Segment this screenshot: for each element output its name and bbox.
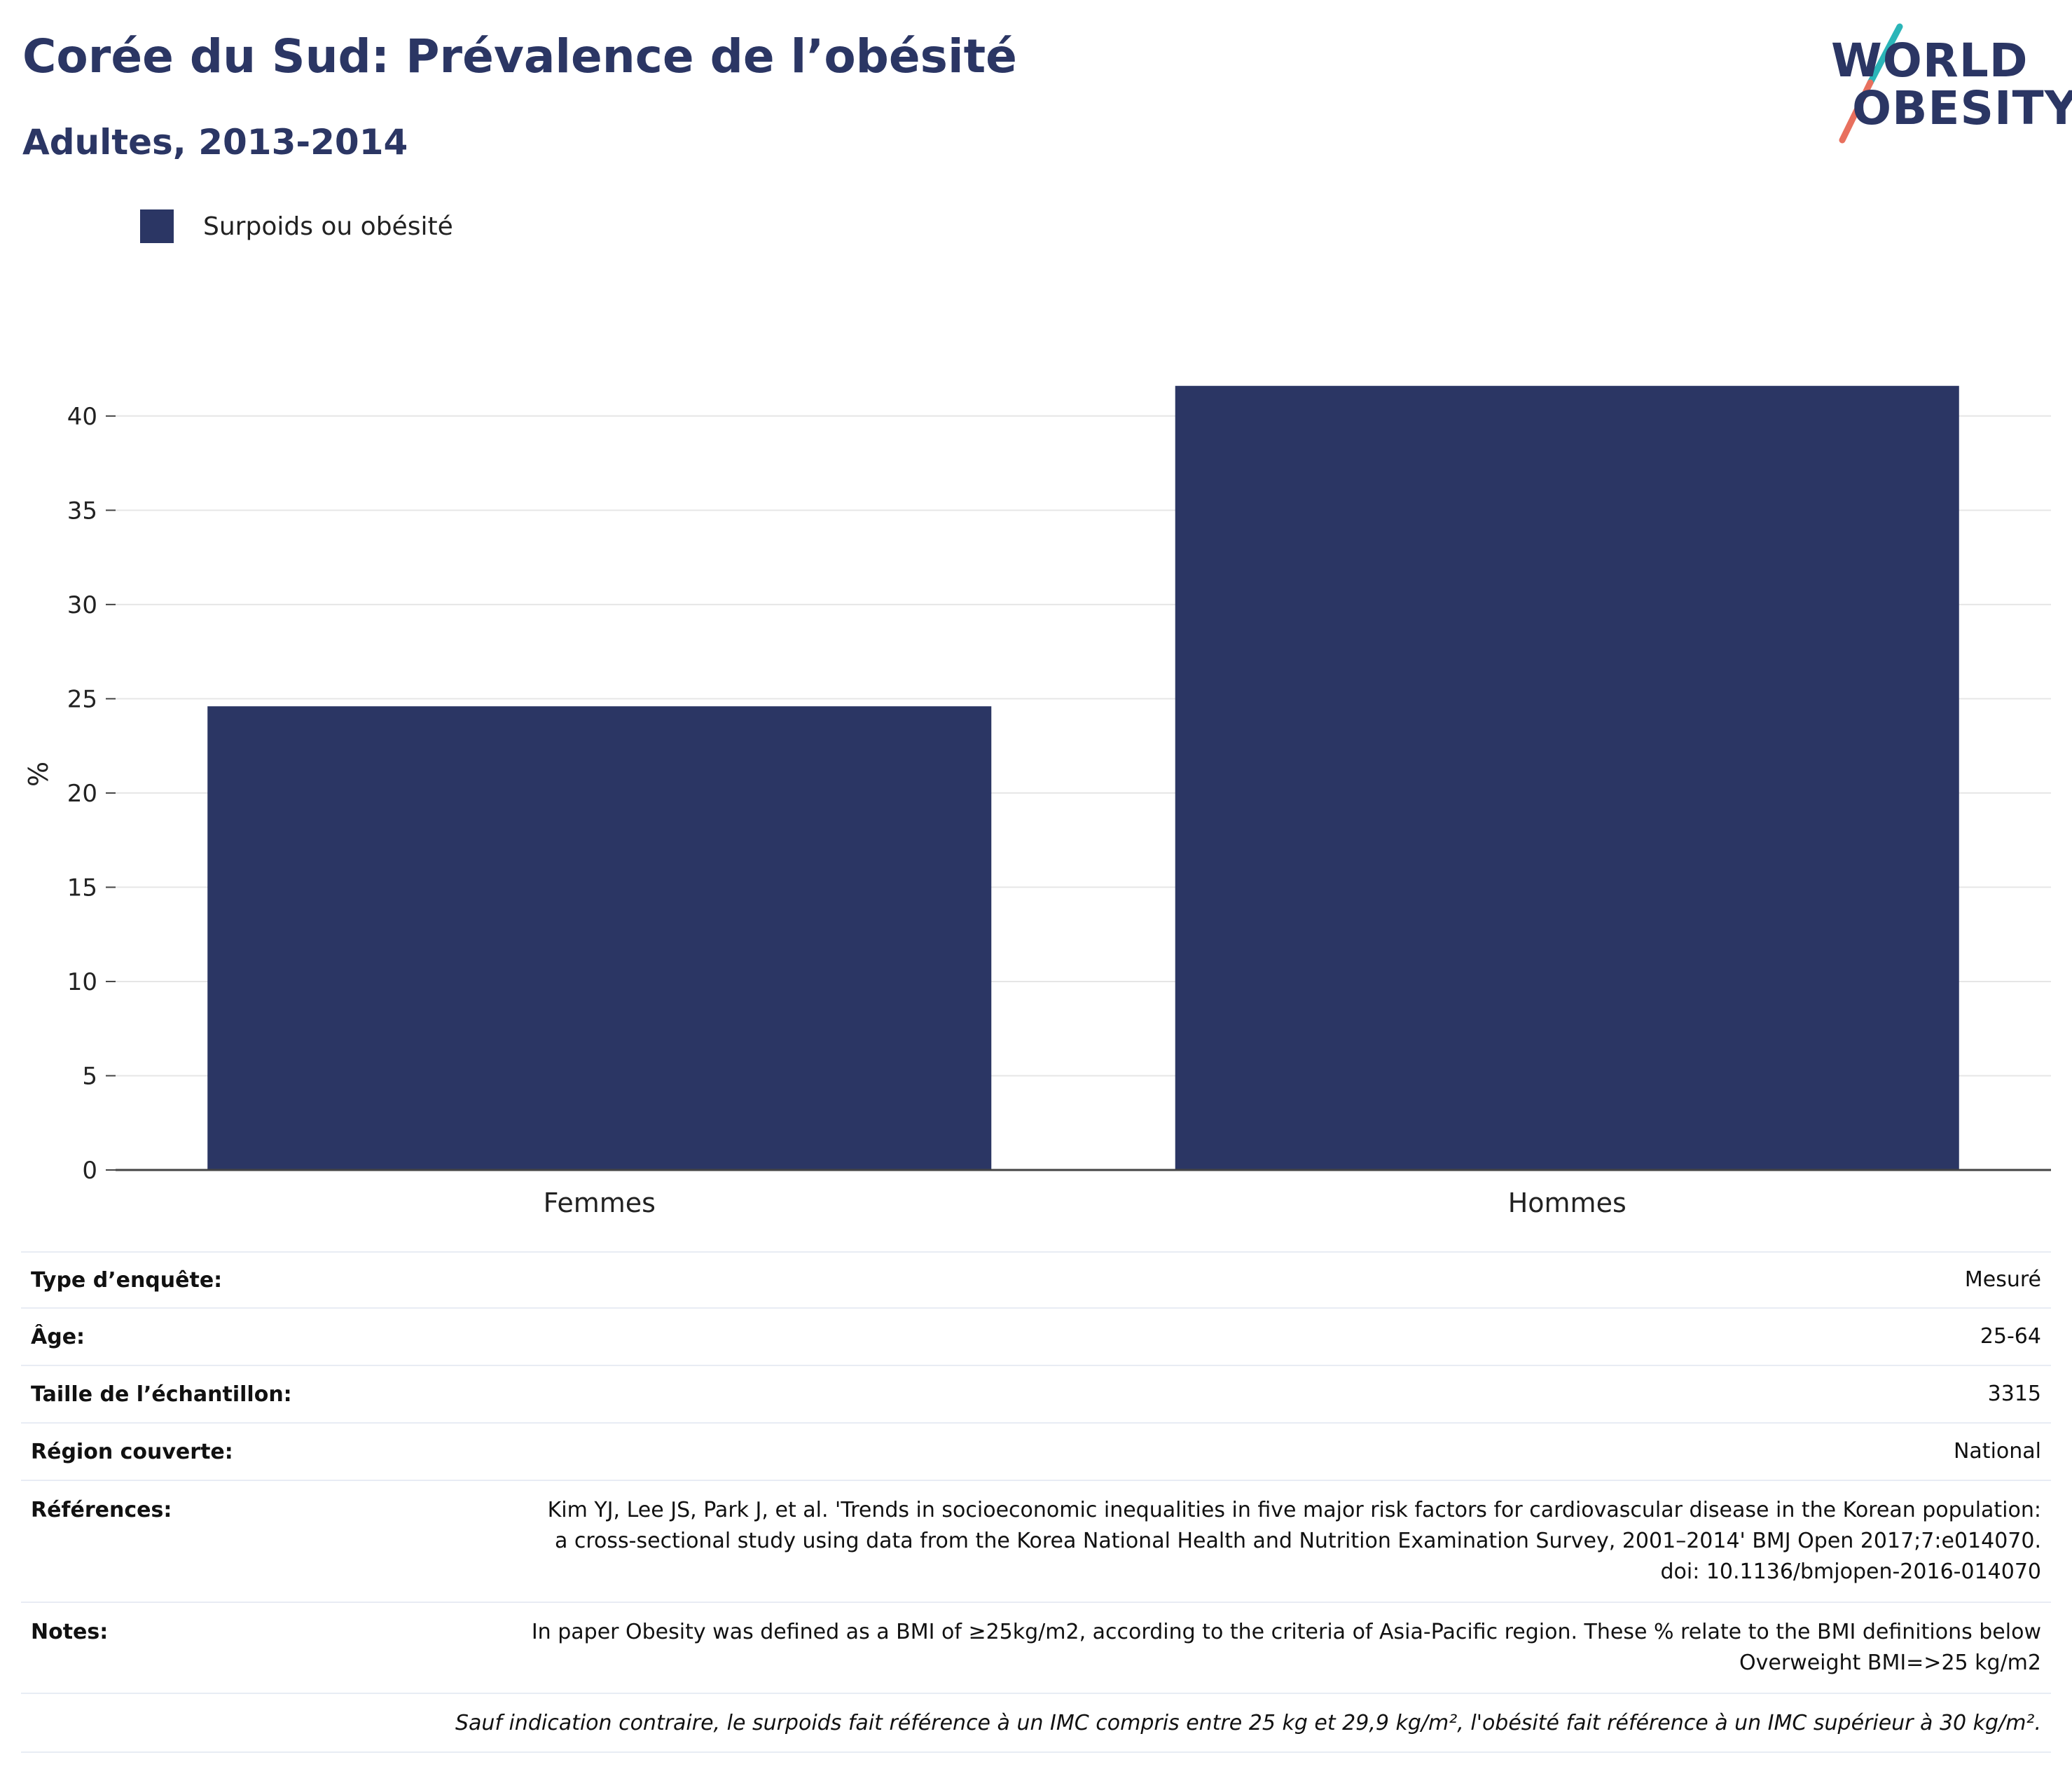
y-tick-label: 15 xyxy=(67,874,97,902)
info-row: Région couverte: National xyxy=(21,1424,2051,1481)
info-row-label: Âge: xyxy=(31,1324,85,1349)
world-obesity-logo: WORLD OBESITY xyxy=(1821,21,2072,147)
info-row-label: Région couverte: xyxy=(31,1439,233,1464)
y-tick-label: 20 xyxy=(67,780,97,808)
info-row-value: 25-64 xyxy=(1980,1324,2041,1349)
notes-value: In paper Obesity was defined as a BMI of… xyxy=(531,1620,2041,1675)
references-value: Kim YJ, Lee JS, Park J, et al. 'Trends i… xyxy=(547,1498,2041,1584)
legend-swatch xyxy=(140,209,174,243)
x-tick-label: Femmes xyxy=(544,1187,656,1218)
info-row-value: Mesuré xyxy=(1964,1267,2041,1292)
bar-chart: 0 5 10 15 20 25 30 35 40 Femmes Hommes% xyxy=(23,385,2051,1218)
y-tick-label: 0 xyxy=(82,1157,97,1185)
references-label: Références: xyxy=(31,1498,172,1522)
logo-word-world: WORLD xyxy=(1831,34,2029,88)
info-row-value: National xyxy=(1953,1439,2041,1464)
info-row: Taille de l’échantillon: 3315 xyxy=(21,1366,2051,1424)
y-tick-label: 5 xyxy=(82,1062,97,1090)
chart-subtitle: Adultes, 2013-2014 xyxy=(22,122,408,163)
info-row: Âge: 25-64 xyxy=(21,1309,2051,1366)
info-row-label: Taille de l’échantillon: xyxy=(31,1382,292,1407)
y-tick-label: 10 xyxy=(67,968,97,996)
footnote-row: Sauf indication contraire, le surpoids f… xyxy=(21,1694,2051,1753)
survey-info-table: Type d’enquête: Mesuré Âge: 25-64 Taille de … xyxy=(21,1251,2051,1753)
y-tick-label: 35 xyxy=(67,497,97,525)
footnote: Sauf indication contraire, le surpoids f… xyxy=(455,1710,2041,1735)
y-tick-label: 25 xyxy=(67,685,97,713)
y-tick-label: 40 xyxy=(67,403,97,431)
info-row-value: 3315 xyxy=(1987,1382,2041,1406)
legend: Surpoids ou obésité xyxy=(140,207,453,245)
chart-title: Corée du Sud: Prévalence de l’obésité xyxy=(22,29,1017,83)
notes-row: Notes: In paper Obesity was defined as a… xyxy=(21,1603,2051,1694)
x-tick-label: Hommes xyxy=(1508,1187,1626,1218)
y-axis-title: % xyxy=(23,762,54,787)
bar-femmes xyxy=(207,706,992,1170)
info-row: Type d’enquête: Mesuré xyxy=(21,1251,2051,1309)
notes-label: Notes: xyxy=(31,1620,109,1644)
y-tick-label: 30 xyxy=(67,591,97,619)
bar-hommes xyxy=(1175,385,1959,1170)
references-row: Références: Kim YJ, Lee JS, Park J, et a… xyxy=(21,1481,2051,1603)
info-row-label: Type d’enquête: xyxy=(31,1267,223,1293)
logo-word-obesity: OBESITY xyxy=(1852,81,2072,135)
legend-label: Surpoids ou obésité xyxy=(203,212,453,241)
logo-slash-icon xyxy=(1839,23,1903,144)
